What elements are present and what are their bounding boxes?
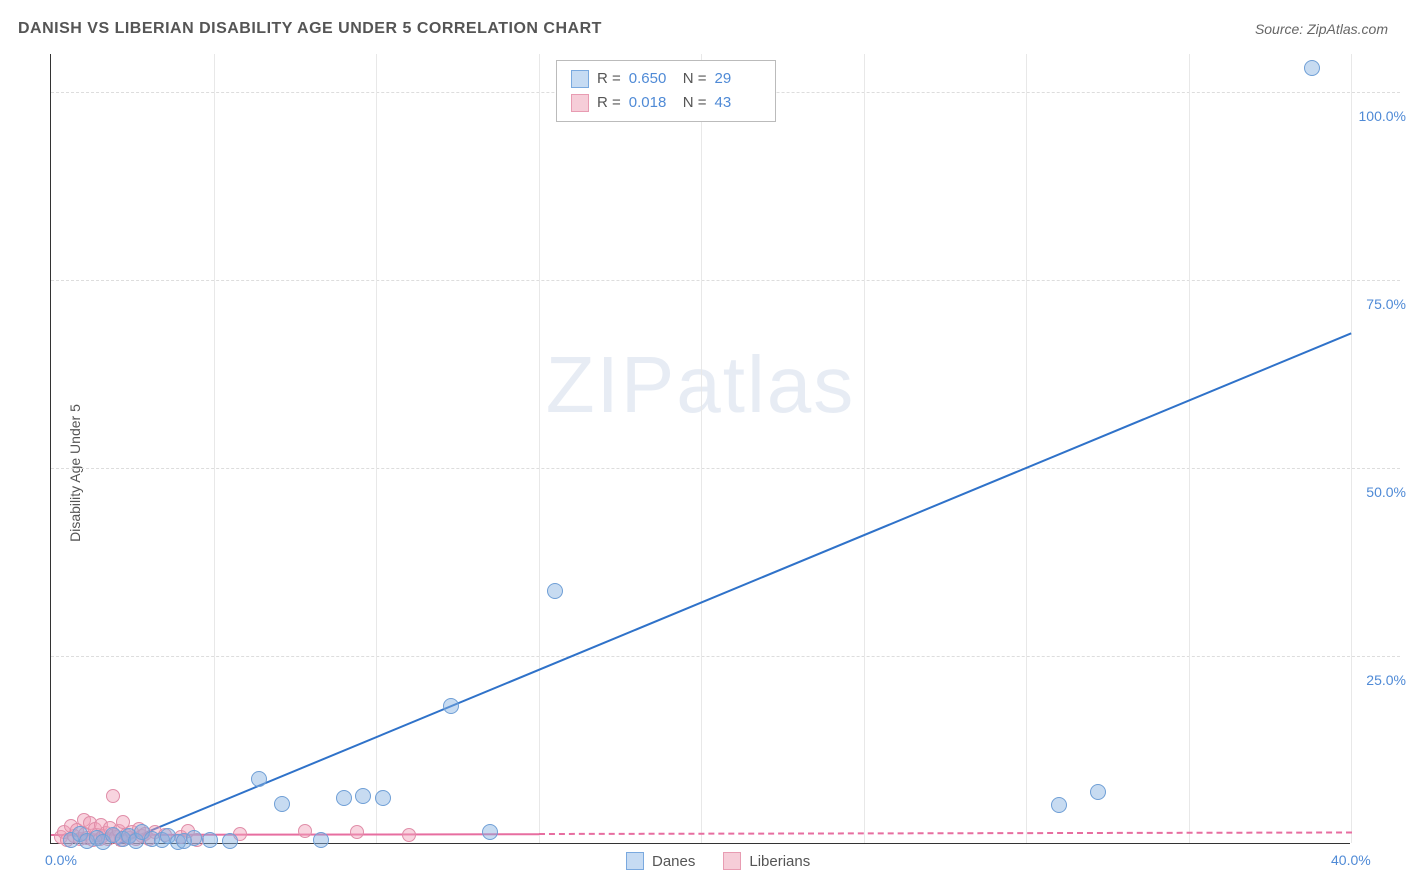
y-tick-label: 75.0% (1366, 296, 1406, 312)
legend-item: Danes (626, 852, 695, 870)
stats-legend-box: R = 0.650 N = 29 R = 0.018 N = 43 (556, 60, 776, 122)
chart-header: DANISH VS LIBERIAN DISABILITY AGE UNDER … (18, 20, 1388, 38)
source-name: ZipAtlas.com (1307, 21, 1388, 37)
r-value: 0.018 (629, 91, 675, 115)
danes-point (336, 790, 352, 806)
danes-point (355, 788, 371, 804)
liberians-point (350, 825, 364, 839)
danes-point (202, 832, 218, 848)
chart-source: Source: ZipAtlas.com (1255, 21, 1388, 37)
danes-point (1051, 797, 1067, 813)
legend-swatch (571, 94, 589, 112)
n-value: 43 (715, 91, 761, 115)
gridline-vertical (1189, 54, 1190, 843)
gridline-vertical (701, 54, 702, 843)
legend-item: Liberians (723, 852, 810, 870)
chart-title: DANISH VS LIBERIAN DISABILITY AGE UNDER … (18, 20, 602, 38)
danes-point (482, 824, 498, 840)
n-label: N = (683, 67, 707, 91)
legend-swatch (626, 852, 644, 870)
danes-point (274, 796, 290, 812)
legend-swatch (571, 70, 589, 88)
legend-label: Liberians (749, 853, 810, 870)
danes-point (443, 698, 459, 714)
trend-line-dashed (538, 832, 1351, 836)
liberians-point (402, 828, 416, 842)
r-value: 0.650 (629, 67, 675, 91)
gridline-vertical (539, 54, 540, 843)
n-value: 29 (715, 67, 761, 91)
gridline-horizontal (51, 468, 1400, 469)
watermark-atlas: atlas (676, 340, 855, 429)
danes-point (186, 830, 202, 846)
liberians-point (106, 789, 120, 803)
liberians-point (298, 824, 312, 838)
danes-point (1304, 60, 1320, 76)
danes-point (222, 833, 238, 849)
r-label: R = (597, 67, 621, 91)
x-tick-label: 0.0% (45, 852, 77, 868)
danes-point (1090, 784, 1106, 800)
legend-swatch (723, 852, 741, 870)
n-label: N = (683, 91, 707, 115)
gridline-vertical (214, 54, 215, 843)
r-label: R = (597, 91, 621, 115)
danes-point (251, 771, 267, 787)
watermark-zip: ZIP (546, 340, 676, 429)
gridline-vertical (376, 54, 377, 843)
stats-row: R = 0.018 N = 43 (571, 91, 761, 115)
stats-row: R = 0.650 N = 29 (571, 67, 761, 91)
series-legend: Danes Liberians (626, 852, 810, 870)
gridline-vertical (1026, 54, 1027, 843)
source-prefix: Source: (1255, 21, 1307, 37)
danes-point (375, 790, 391, 806)
gridline-vertical (1351, 54, 1352, 843)
danes-point (547, 583, 563, 599)
gridline-vertical (864, 54, 865, 843)
x-tick-label: 40.0% (1331, 852, 1371, 868)
legend-label: Danes (652, 853, 695, 870)
gridline-horizontal (51, 656, 1400, 657)
danes-point (313, 832, 329, 848)
plot-area: ZIPatlas 25.0%50.0%75.0%100.0%0.0%40.0%R… (50, 54, 1350, 844)
trend-line (116, 332, 1352, 845)
y-tick-label: 50.0% (1366, 484, 1406, 500)
y-tick-label: 25.0% (1366, 672, 1406, 688)
y-tick-label: 100.0% (1359, 108, 1406, 124)
gridline-horizontal (51, 280, 1400, 281)
chart-area: Disability Age Under 5 ZIPatlas 25.0%50.… (0, 54, 1406, 892)
